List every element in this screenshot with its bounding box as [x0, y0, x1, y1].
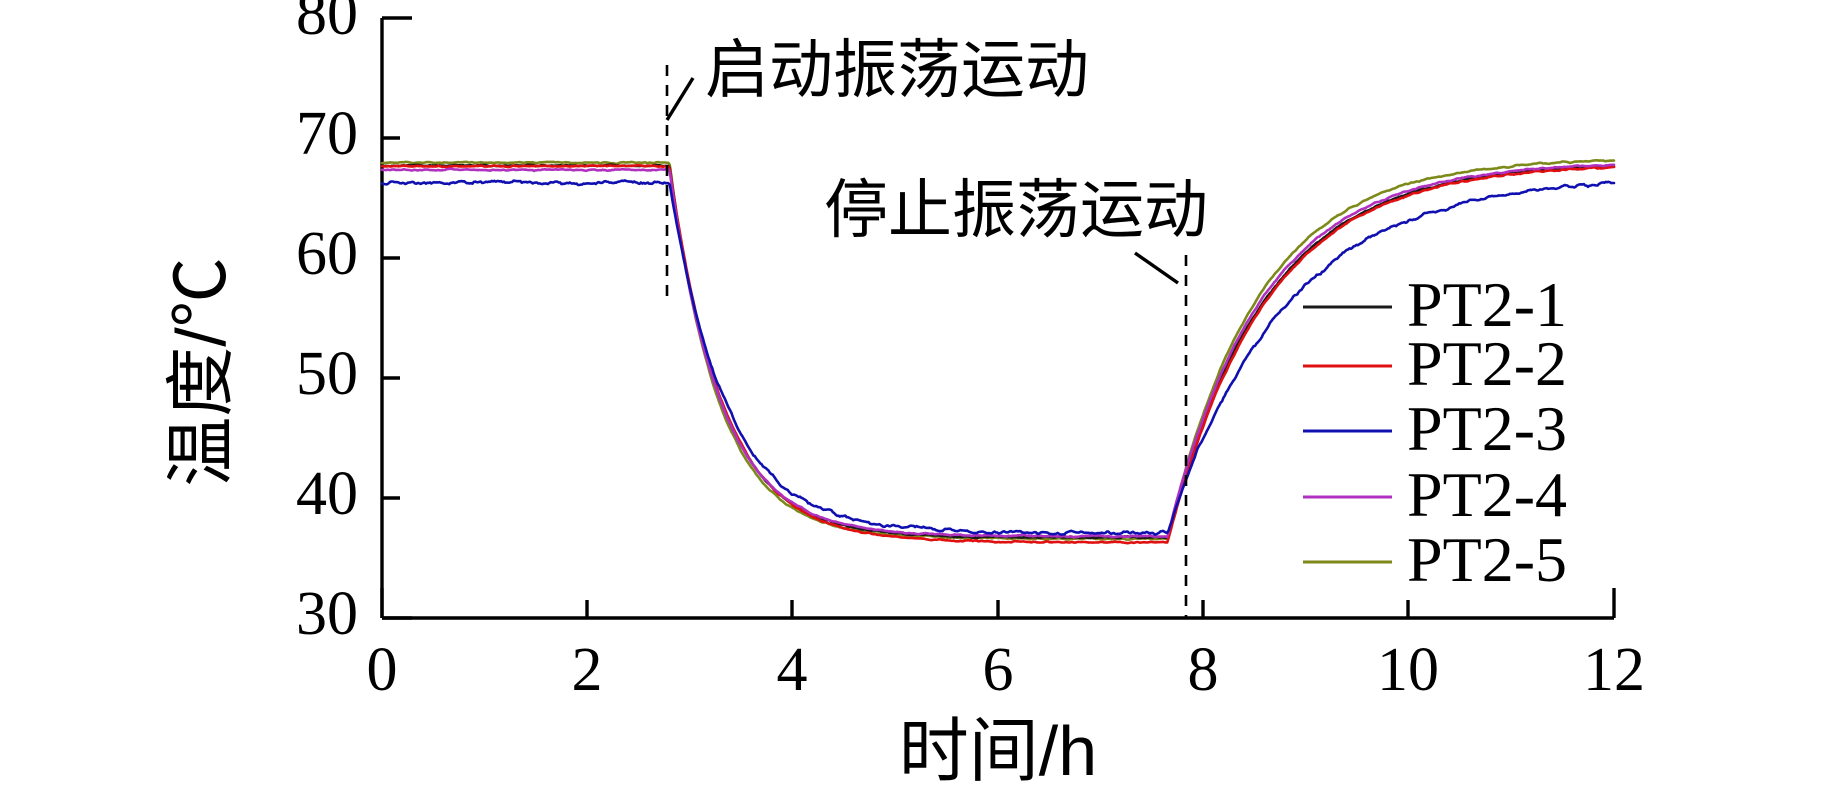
svg-text:60: 60	[296, 220, 358, 288]
svg-text:0: 0	[367, 636, 398, 704]
svg-text:PT2-3: PT2-3	[1407, 393, 1567, 464]
svg-text:12: 12	[1583, 636, 1645, 704]
svg-text:时间/h: 时间/h	[899, 712, 1097, 790]
svg-text:70: 70	[296, 100, 358, 168]
svg-text:40: 40	[296, 460, 358, 528]
svg-text:温度/℃: 温度/℃	[162, 257, 240, 486]
svg-text:2: 2	[572, 636, 603, 704]
svg-text:PT2-4: PT2-4	[1407, 459, 1567, 530]
svg-text:6: 6	[983, 636, 1014, 704]
svg-text:停止振荡运动: 停止振荡运动	[824, 174, 1208, 246]
svg-text:PT2-2: PT2-2	[1407, 328, 1567, 399]
svg-text:启动振荡运动: 启动振荡运动	[705, 34, 1089, 106]
svg-text:30: 30	[296, 580, 358, 648]
svg-text:8: 8	[1188, 636, 1219, 704]
svg-text:PT2-5: PT2-5	[1407, 524, 1567, 595]
svg-text:80: 80	[296, 0, 358, 48]
svg-text:50: 50	[296, 340, 358, 408]
svg-text:4: 4	[777, 636, 808, 704]
svg-text:10: 10	[1377, 636, 1439, 704]
